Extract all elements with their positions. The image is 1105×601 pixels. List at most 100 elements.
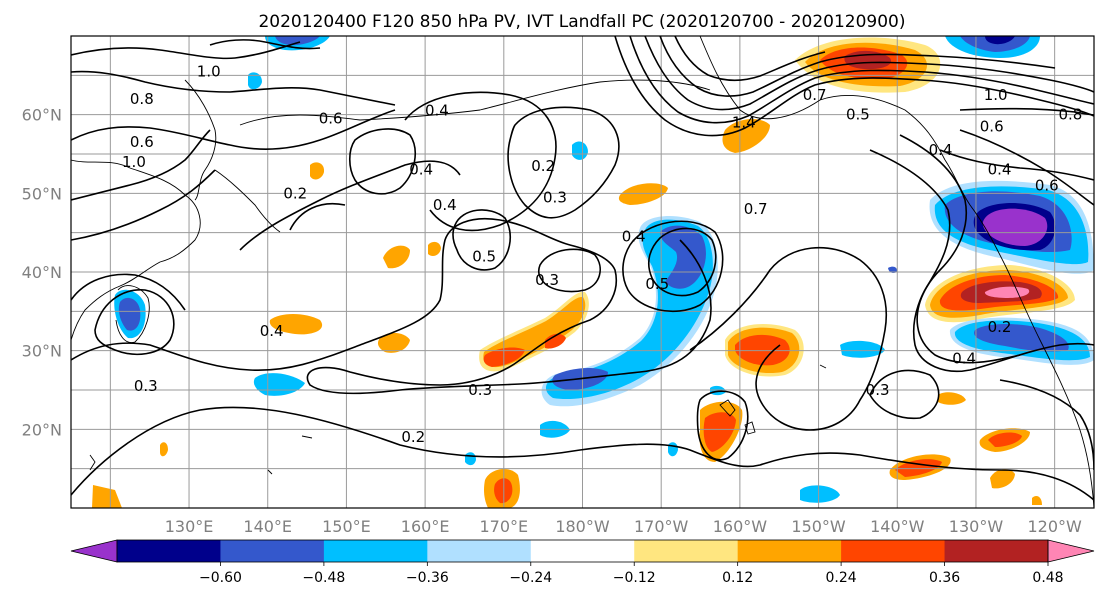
contour-label: 0.5 (645, 275, 669, 293)
anomaly-negative-small6-core (275, 36, 320, 46)
latitude-label: 60°N (22, 106, 62, 125)
pv-contours (71, 36, 1094, 501)
longitude-label: 170°E (479, 517, 528, 536)
contour-label: 0.2 (988, 318, 1012, 336)
map-title: 2020120400 F120 850 hPa PV, IVT Landfall… (258, 12, 905, 32)
anomaly-positive-hawaii-core (735, 334, 790, 366)
longitude-label: 150°E (322, 517, 371, 536)
contour-0.5-center (648, 227, 717, 297)
contour-label: 0.3 (543, 188, 567, 206)
anomaly-positive-calif-max (984, 286, 1030, 298)
contour-0.3-south (71, 217, 712, 395)
colorbar-segment (634, 540, 739, 562)
longitude-labels: 130°E 140°E 150°E 160°E 170°E 180°W 170°W 160°W… (165, 517, 1082, 536)
anomaly-negative-small7 (465, 452, 476, 466)
contour-0.4-japan (71, 273, 186, 311)
colorbar-tick-label: −0.48 (302, 570, 345, 586)
latitude-label: 30°N (22, 342, 62, 361)
colorbar-segment (530, 540, 635, 562)
contour-0.2-main (71, 406, 1094, 501)
contour-label: 0.6 (319, 110, 343, 128)
anomaly-negative-small5 (248, 72, 262, 90)
anomaly-negative-central (545, 219, 713, 400)
anomaly-positive-south-core (703, 412, 736, 452)
contour-label: 0.3 (535, 271, 559, 289)
contour-label: 0.8 (130, 90, 154, 108)
anomaly-negative-small1 (840, 340, 885, 358)
anomaly-negative-small10 (888, 266, 898, 273)
contour-0.6-nw (71, 109, 396, 150)
anomaly-positive-small6 (160, 442, 168, 457)
contour-label: 0.2 (401, 428, 425, 446)
contour-label: 1.0 (984, 86, 1008, 104)
contour-0.4-ne (939, 149, 1094, 181)
colorbar-segment (117, 540, 221, 562)
colorbar-extend-max (1047, 539, 1095, 563)
coastline-asia (71, 159, 201, 341)
contour-label: 0.3 (866, 381, 890, 399)
colorbar (70, 539, 1095, 563)
colorbar-segment (323, 540, 428, 562)
contour-0.4-left (71, 169, 216, 241)
anomaly-negative-pnw-max (982, 208, 1048, 246)
contour-label: 0.4 (988, 161, 1012, 179)
anomaly-positive-subtropical-red (483, 347, 525, 367)
contour-label: 0.7 (803, 86, 827, 104)
coastline-japan (115, 285, 150, 343)
colorbar-extend-min (70, 539, 118, 563)
colorbar-segment (737, 540, 842, 562)
contour-0.4-center (622, 220, 724, 313)
longitude-label: 160°E (401, 517, 450, 536)
contour-1.0-nw (71, 41, 301, 60)
contour-label: 0.4 (952, 350, 976, 368)
longitude-label: 150°W (791, 517, 846, 536)
anomaly-positive-west (377, 332, 410, 353)
anomaly-positive-gulf (722, 118, 770, 153)
anomaly-positive-se3 (990, 469, 1015, 489)
contour-label: 0.6 (980, 117, 1004, 135)
contour-labels: 1.00.80.61.00.6 0.40.40.20.40.20.30.50.40… (122, 62, 1082, 446)
contour-alaska-2 (629, 36, 1094, 124)
contour-label: 1.0 (122, 153, 146, 171)
contour-1.2-nw (209, 39, 321, 50)
contour-label: 0.5 (846, 106, 870, 124)
longitude-label: 140°E (243, 517, 292, 536)
coastline-canada (944, 159, 1094, 508)
contour-0.3-east (689, 246, 888, 431)
anomaly-positive-small2 (428, 241, 441, 256)
contour-0.4-nw (348, 128, 416, 195)
contour-label: 1.0 (197, 62, 221, 80)
colorbar-segment (427, 540, 532, 562)
latitude-labels: 20°N 30°N 40°N 50°N 60°N (22, 106, 62, 440)
contour-label: 0.3 (468, 381, 492, 399)
coastline-islands (89, 364, 827, 475)
coastline-alaska (699, 36, 946, 161)
contour-0.3-sw-loop (869, 369, 940, 420)
contour-label: 1.4 (732, 114, 756, 132)
contour-label: 0.6 (1035, 176, 1059, 194)
contour-alaska-4 (659, 36, 1056, 97)
latitude-label: 20°N (22, 420, 62, 439)
anomaly-positive-subtropical-red2 (545, 333, 566, 349)
anomaly-positive-small5 (92, 485, 122, 508)
latitude-label: 50°N (22, 184, 62, 203)
map-panel: 1.00.80.61.00.6 0.40.40.20.40.20.30.50.40… (70, 35, 1095, 509)
contour-label: 0.3 (134, 377, 158, 395)
contour-0.2-west-track (239, 160, 461, 251)
anomaly-positive-small3 (310, 162, 325, 180)
contour-0.8-ne (959, 107, 1094, 116)
contour-hawaii-loop (696, 390, 749, 461)
contour-label: 0.5 (472, 247, 496, 265)
anomaly-negative-small4 (572, 141, 588, 160)
contour-0.4-pnw (869, 149, 1021, 364)
colorbar-segment (220, 540, 325, 562)
colorbar-tick-label: −0.36 (406, 570, 449, 586)
colorbar-tick-label: −0.60 (199, 570, 242, 586)
colorbar-tick-labels: −0.60 −0.48 −0.36 −0.24 −0.12 0.12 0.24 0.36 0.4… (199, 562, 1064, 586)
contour-label: 0.8 (1058, 106, 1082, 124)
contour-0.5-west (452, 209, 511, 271)
latitude-label: 40°N (22, 263, 62, 282)
longitude-label: 140°W (870, 517, 925, 536)
anomaly-negative-sw-core (974, 324, 1069, 352)
